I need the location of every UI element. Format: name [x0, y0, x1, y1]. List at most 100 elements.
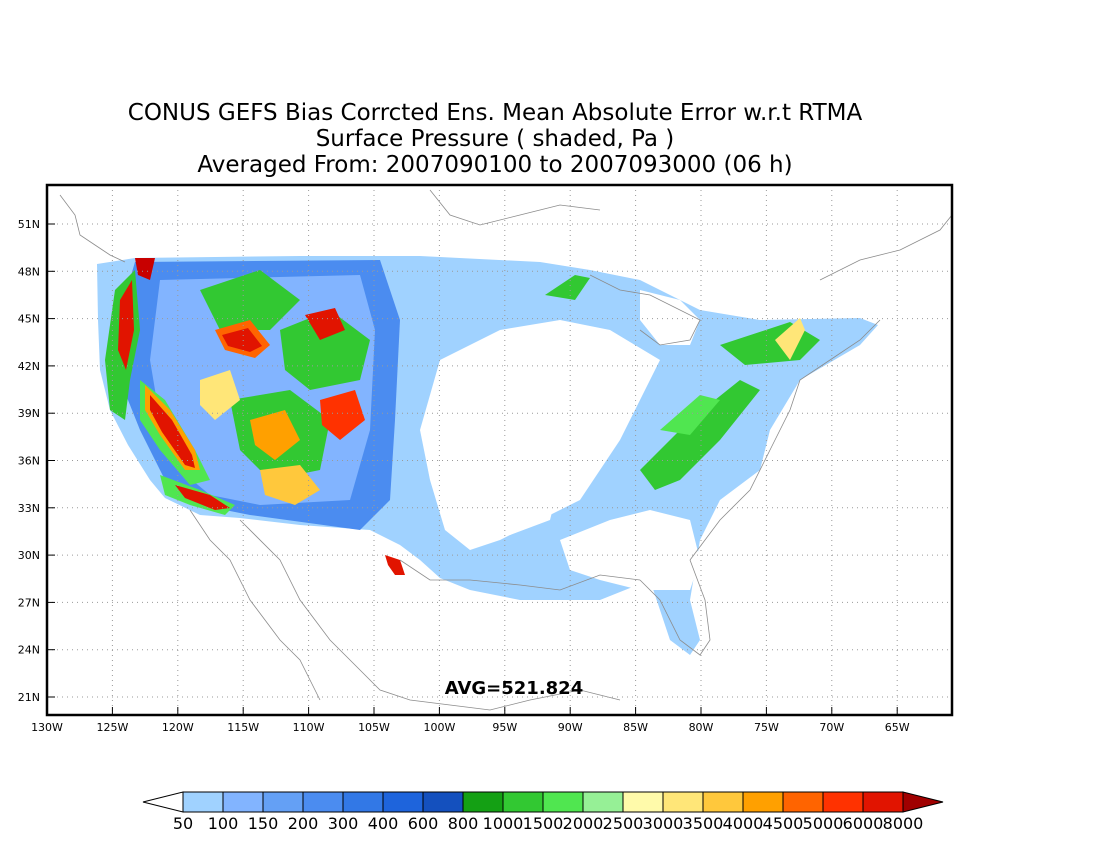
coast-greatlakes	[589, 274, 701, 346]
longitude-labels: 130W 125W 120W 115W 110W 105W 100W 95W 90W 85W 80W…	[31, 721, 910, 734]
colorbar-bin	[382, 791, 424, 813]
colorbar-bin	[662, 791, 704, 813]
colorbar-label: 300	[328, 814, 359, 833]
colorbar-label: 5000	[803, 814, 844, 833]
lon-label: 85W	[623, 721, 648, 734]
lat-label: 27N	[18, 596, 40, 609]
colorbar-bin	[222, 791, 264, 813]
field-cascades-red	[118, 280, 134, 370]
field-wyo-red	[305, 308, 345, 340]
field-appalachian-yellow	[775, 318, 805, 360]
field-mtns-green-1	[200, 270, 300, 330]
lon-label: 100W	[423, 721, 455, 734]
field-olympic-red	[135, 258, 155, 280]
colorbar-label: 1500	[523, 814, 564, 833]
colorbar-label: 800	[448, 814, 479, 833]
colorbar-bin	[342, 791, 384, 813]
coast-hudson	[429, 189, 601, 226]
shaded-field	[97, 256, 878, 655]
colorbar-bin	[262, 791, 304, 813]
title-line-3: Averaged From: 2007090100 to 2007093000 …	[197, 152, 793, 178]
colorbar-label: 2000	[563, 814, 604, 833]
colorbar-bin	[822, 791, 864, 813]
field-arizona-orange	[260, 465, 320, 505]
field-nevada-yellow	[200, 370, 240, 420]
colorbar-label: 600	[408, 814, 439, 833]
lon-label: 105W	[358, 721, 390, 734]
colorbar-bin	[582, 791, 624, 813]
coast-atlantic	[689, 319, 881, 561]
field-socal-red	[175, 485, 230, 510]
colorbar-label: 1000	[483, 814, 524, 833]
latitude-labels: 51N 48N 45N 42N 39N 36N 33N 30N 27N 24N 21N	[18, 218, 40, 704]
field-appalachian-green-2	[660, 395, 720, 435]
colorbar: 50 100 150 200 300 400 600 800 1000 1500 2000 2500 3…	[142, 791, 944, 833]
colorbar-bin	[782, 791, 824, 813]
colorbar-bin	[182, 791, 224, 813]
lon-label: 125W	[96, 721, 128, 734]
lat-label: 42N	[18, 360, 40, 373]
lat-label: 51N	[18, 218, 40, 231]
colorbar-left-arrow	[142, 791, 184, 813]
lat-label: 24N	[18, 644, 40, 657]
field-appalachian-green	[640, 380, 760, 490]
lon-label: 120W	[162, 721, 194, 734]
colorbar-label: 6000	[843, 814, 884, 833]
coast-florida	[639, 559, 711, 656]
lon-label: 70W	[819, 721, 844, 734]
coast-gulf	[399, 559, 641, 591]
map-frame	[45, 183, 954, 717]
colorbar-bin	[862, 791, 904, 813]
colorbar-bin	[622, 791, 664, 813]
lon-label: 80W	[689, 721, 714, 734]
lon-label: 130W	[31, 721, 63, 734]
grid-lines	[46, 185, 952, 715]
lat-label: 30N	[18, 549, 40, 562]
colorbar-label: 8000	[883, 814, 924, 833]
field-sierra-red	[150, 395, 195, 468]
lon-label: 95W	[492, 721, 517, 734]
colorbar-bin	[742, 791, 784, 813]
colorbar-bin	[422, 791, 464, 813]
field-superior-green	[545, 275, 590, 300]
lat-label: 39N	[18, 407, 40, 420]
colorbar-label: 400	[368, 814, 399, 833]
coast-mexico-gulf	[239, 519, 451, 706]
field-idaho-red	[222, 328, 262, 352]
colorbar-label: 4500	[763, 814, 804, 833]
coast-pacific-canada	[59, 194, 126, 263]
average-label: AVG=521.824	[445, 678, 583, 699]
colorbar-bin	[542, 791, 584, 813]
colorbar-bin	[702, 791, 744, 813]
colorbar-label: 3500	[683, 814, 724, 833]
lon-label: 75W	[754, 721, 779, 734]
lat-label: 21N	[18, 691, 40, 704]
field-utah-orange	[250, 410, 300, 460]
map-title: CONUS GEFS Bias Corrcted Ens. Mean Absol…	[0, 100, 990, 178]
colorbar-label: 4000	[723, 814, 764, 833]
coast-canada-east	[819, 214, 952, 281]
colorbar-bin	[502, 791, 544, 813]
lon-label: 90W	[558, 721, 583, 734]
colorbar-bin	[462, 791, 504, 813]
lat-label: 33N	[18, 502, 40, 515]
colorbar-label: 50	[173, 814, 193, 833]
title-line-1: CONUS GEFS Bias Corrcted Ens. Mean Absol…	[127, 100, 863, 126]
colorbar-label: 100	[208, 814, 239, 833]
field-gap-northeast	[640, 290, 700, 345]
coast-baja	[189, 509, 321, 701]
lon-label: 110W	[293, 721, 325, 734]
colorbar-label: 200	[288, 814, 319, 833]
field-gap-south	[470, 470, 560, 535]
field-gap-southeast	[560, 510, 700, 590]
lon-label: 65W	[885, 721, 910, 734]
title-line-2: Surface Pressure ( shaded, Pa )	[315, 126, 675, 152]
colorbar-label: 2500	[603, 814, 644, 833]
coast-central-america	[449, 689, 621, 711]
colorbar-bin	[302, 791, 344, 813]
coastlines	[59, 189, 952, 711]
lon-label: 115W	[227, 721, 259, 734]
field-colorado-red	[320, 390, 365, 440]
field-texas-red	[385, 555, 405, 575]
